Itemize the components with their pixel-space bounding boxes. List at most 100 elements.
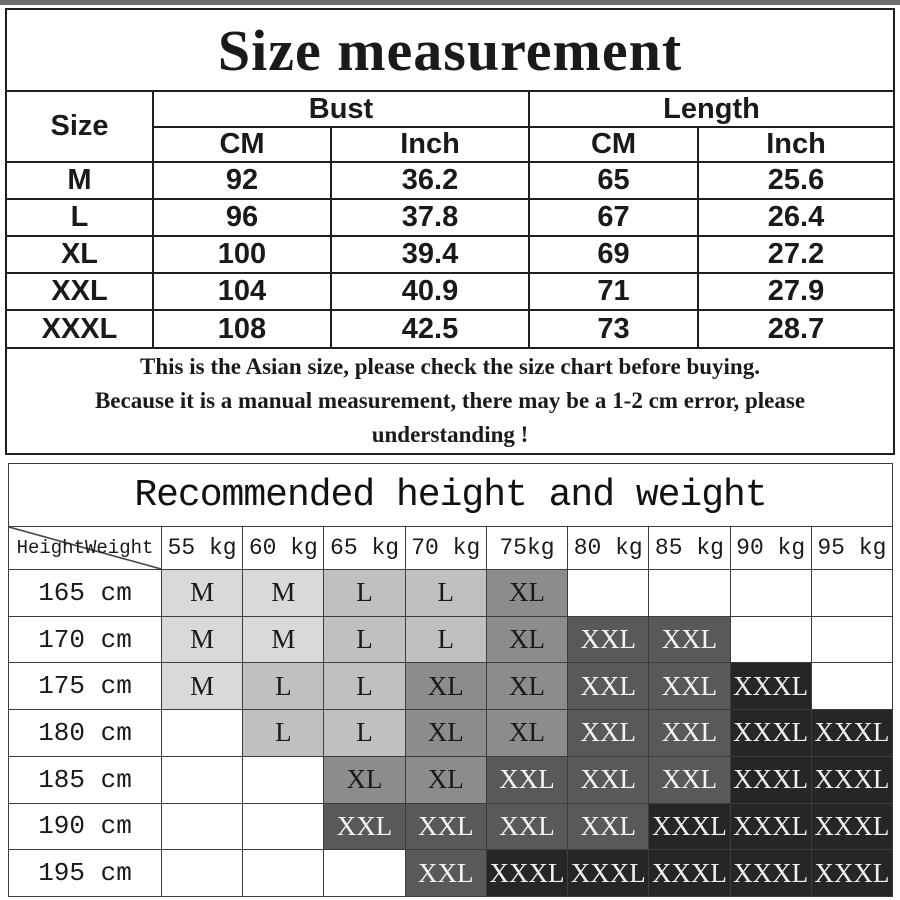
weight-header: 85 kg bbox=[649, 527, 730, 569]
hw-cell: L bbox=[405, 616, 486, 663]
hw-cell: XXXL bbox=[811, 756, 892, 803]
hw-cell bbox=[649, 570, 730, 616]
hw-cell: XL bbox=[486, 616, 568, 663]
height-weight-table: Recommended height and weight Height Wei… bbox=[8, 463, 893, 897]
weight-header: 80 kg bbox=[568, 527, 649, 569]
hw-cell: XXL bbox=[324, 803, 405, 850]
size-cell: 39.4 bbox=[332, 237, 528, 272]
size-cell: 27.9 bbox=[699, 274, 893, 309]
hw-cell: XXXL bbox=[486, 850, 568, 896]
hw-cell: XL bbox=[324, 756, 405, 803]
diagonal-line bbox=[9, 527, 161, 569]
size-cell: 37.8 bbox=[332, 200, 528, 235]
hw-cell: XXL bbox=[568, 756, 649, 803]
hw-cell: XL bbox=[486, 663, 568, 710]
weight-header: 95 kg bbox=[811, 527, 892, 569]
hw-cell: XL bbox=[405, 756, 486, 803]
hw-cell: M bbox=[243, 616, 324, 663]
size-cell: 40.9 bbox=[332, 274, 528, 309]
hw-cell: XXL bbox=[649, 710, 730, 756]
hw-cell: XXL bbox=[649, 756, 730, 803]
hw-cell: XXL bbox=[405, 803, 486, 850]
hw-cell: M bbox=[162, 616, 243, 663]
hw-cell bbox=[811, 616, 892, 663]
hw-cell: XXXL bbox=[568, 850, 649, 896]
hw-cell bbox=[324, 850, 405, 896]
hw-cell: XXL bbox=[568, 663, 649, 710]
size-row-label: XXL bbox=[7, 274, 152, 309]
height-row-header: 190 cm bbox=[9, 803, 161, 850]
size-cell: 92 bbox=[154, 163, 330, 198]
height-weight-title: Recommended height and weight bbox=[9, 464, 892, 526]
hw-cell: XL bbox=[405, 663, 486, 710]
hw-cell: XXXL bbox=[730, 710, 811, 756]
size-cell: 108 bbox=[154, 311, 330, 347]
hw-cell: L bbox=[405, 570, 486, 616]
cropped-edge-line bbox=[0, 0, 900, 5]
hw-cell: M bbox=[243, 570, 324, 616]
hw-cell: XXL bbox=[649, 663, 730, 710]
col-header-bust-inch: Inch bbox=[332, 128, 528, 161]
hw-cell bbox=[730, 616, 811, 663]
weight-header: 75kg bbox=[486, 527, 568, 569]
hw-cell bbox=[730, 570, 811, 616]
size-cell: 96 bbox=[154, 200, 330, 235]
hw-cell: XXL bbox=[568, 803, 649, 850]
size-cell: 25.6 bbox=[699, 163, 893, 198]
size-row-label: L bbox=[7, 200, 152, 235]
hw-cell: XXL bbox=[405, 850, 486, 896]
weight-header: 55 kg bbox=[162, 527, 243, 569]
col-header-bust: Bust bbox=[154, 92, 528, 126]
hw-cell: L bbox=[324, 663, 405, 710]
size-note-line: Because it is a manual measurement, ther… bbox=[94, 388, 806, 413]
hw-cell: M bbox=[162, 663, 243, 710]
size-cell: 67 bbox=[530, 200, 697, 235]
height-row-header: 165 cm bbox=[9, 570, 161, 616]
weight-header: 60 kg bbox=[243, 527, 324, 569]
hw-cell: L bbox=[324, 616, 405, 663]
hw-cell: XL bbox=[486, 710, 568, 756]
hw-cell: XXXL bbox=[811, 803, 892, 850]
weight-header: 90 kg bbox=[730, 527, 811, 569]
hw-cell: XXXL bbox=[811, 710, 892, 756]
size-cell: 71 bbox=[530, 274, 697, 309]
hw-cell: M bbox=[162, 570, 243, 616]
hw-cell: XXL bbox=[568, 710, 649, 756]
hw-cell: L bbox=[324, 710, 405, 756]
hw-cell bbox=[243, 756, 324, 803]
hw-cell: XL bbox=[486, 570, 568, 616]
height-row-header: 185 cm bbox=[9, 756, 161, 803]
height-axis-label: Height bbox=[16, 537, 85, 559]
weight-axis-label: Weight bbox=[85, 537, 154, 559]
size-row-label: M bbox=[7, 163, 152, 198]
hw-cell bbox=[243, 803, 324, 850]
col-header-length-inch: Inch bbox=[699, 128, 893, 161]
hw-cell: XXXL bbox=[730, 756, 811, 803]
hw-cell: XL bbox=[405, 710, 486, 756]
height-row-header: 170 cm bbox=[9, 616, 161, 663]
size-cell: 65 bbox=[530, 163, 697, 198]
height-row-header: 175 cm bbox=[9, 663, 161, 710]
hw-cell bbox=[162, 850, 243, 896]
hw-cell bbox=[243, 850, 324, 896]
col-header-length: Length bbox=[530, 92, 893, 126]
size-cell: 28.7 bbox=[699, 311, 893, 347]
size-cell: 27.2 bbox=[699, 237, 893, 272]
size-note-line: This is the Asian size, please check the… bbox=[140, 354, 760, 379]
hw-cell: L bbox=[324, 570, 405, 616]
height-row-header: 195 cm bbox=[9, 850, 161, 896]
size-measurement-table: Size measurement Size Bust Length CM Inc… bbox=[5, 8, 895, 455]
hw-cell: XXXL bbox=[811, 850, 892, 896]
hw-cell bbox=[162, 803, 243, 850]
hw-cell: L bbox=[243, 710, 324, 756]
size-row-label: XXXL bbox=[7, 311, 152, 347]
hw-cell: XXXL bbox=[649, 803, 730, 850]
hw-cell: XXL bbox=[486, 756, 568, 803]
col-header-length-cm: CM bbox=[530, 128, 697, 161]
hw-cell bbox=[811, 570, 892, 616]
hw-cell: XXL bbox=[649, 616, 730, 663]
size-row-label: XL bbox=[7, 237, 152, 272]
col-header-size: Size bbox=[7, 92, 152, 161]
hw-cell bbox=[568, 570, 649, 616]
size-note: This is the Asian size, please check the… bbox=[7, 349, 893, 453]
